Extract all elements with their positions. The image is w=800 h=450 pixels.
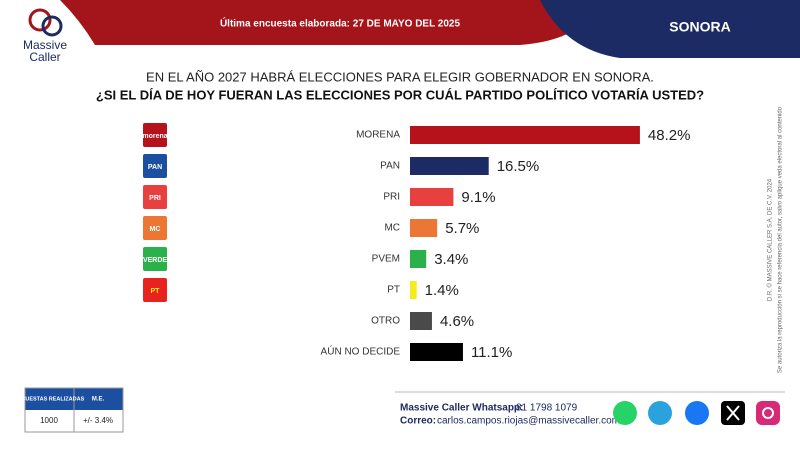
chart-title: EN EL AÑO 2027 HABRÁ ELECCIONES PARA ELE…	[146, 69, 654, 84]
bar	[410, 281, 417, 299]
chart-subtitle: ¿SI EL DÍA DE HOY FUERAN LAS ELECCIONES …	[96, 87, 704, 102]
party-logo	[143, 247, 167, 271]
bar	[410, 312, 432, 330]
brand-name: Caller	[29, 50, 60, 64]
whatsapp-label: Massive Caller Whatsapp:	[400, 403, 523, 414]
value-label: 9.1%	[461, 189, 495, 206]
category-label: MORENA	[356, 130, 400, 141]
party-logo-label: PT	[151, 288, 161, 295]
side-note: Se autoriza la reproducción si se hace r…	[778, 106, 784, 373]
bar	[410, 157, 489, 175]
party-logo	[143, 154, 167, 178]
bar	[410, 250, 427, 268]
facebook-icon[interactable]	[685, 401, 709, 425]
email-label: Correo:	[400, 416, 436, 427]
brand-icon	[28, 8, 52, 32]
value-label: 3.4%	[434, 251, 468, 268]
table-cell: +/- 3.4%	[83, 416, 113, 425]
party-logo	[143, 216, 167, 240]
whatsapp: 81 1798 1079	[516, 403, 578, 414]
value-label: 48.2%	[648, 127, 691, 144]
party-logo-label: morena	[142, 133, 167, 140]
brand-name: Massive	[23, 38, 67, 52]
category-label: PT	[387, 285, 400, 296]
survey-date: Última encuesta elaborada: 27 DE MAYO DE…	[220, 17, 461, 30]
instagram-icon[interactable]	[756, 401, 780, 425]
bar	[410, 188, 454, 206]
category-label: MC	[384, 223, 400, 234]
value-label: 11.1%	[471, 344, 512, 361]
category-label: AÚN NO DECIDE	[321, 345, 401, 358]
category-label: PVEM	[372, 254, 400, 265]
value-label: 1.4%	[425, 282, 459, 299]
side-note: D.R. © MASSIVE CALLER S.A. DE C.V. 2024	[767, 178, 774, 301]
header-navy-band	[540, 0, 800, 58]
x-icon-glyph	[726, 405, 740, 421]
instagram-icon-glyph	[762, 407, 774, 419]
category-label: PRI	[383, 192, 400, 203]
value-label: 16.5%	[497, 158, 540, 175]
bar	[410, 219, 438, 237]
party-logo	[143, 278, 167, 302]
party-logo-label: VERDE	[143, 257, 167, 264]
whatsapp-icon[interactable]	[613, 401, 637, 425]
telegram-icon[interactable]	[648, 401, 672, 425]
party-logo	[143, 185, 167, 209]
region: SONORA	[669, 19, 730, 35]
bar	[410, 126, 640, 144]
table-header: ENCUESTAS REALIZADAS	[14, 396, 85, 402]
brand-icon	[41, 15, 63, 37]
email: carlos.campos.riojas@massivecaller.com	[437, 416, 620, 427]
party-logo-label: PAN	[148, 164, 162, 171]
value-label: 4.6%	[440, 313, 474, 330]
party-logo	[143, 123, 167, 147]
category-label: OTRO	[371, 316, 400, 327]
header-red-band	[60, 0, 600, 45]
party-logo-label: PRI	[149, 195, 161, 202]
table-header: M.E.	[92, 397, 105, 403]
party-logo-label: MC	[150, 226, 161, 233]
table-cell: 1000	[40, 416, 58, 425]
value-label: 5.7%	[445, 220, 479, 237]
bar	[410, 343, 463, 361]
category-label: PAN	[380, 161, 400, 172]
